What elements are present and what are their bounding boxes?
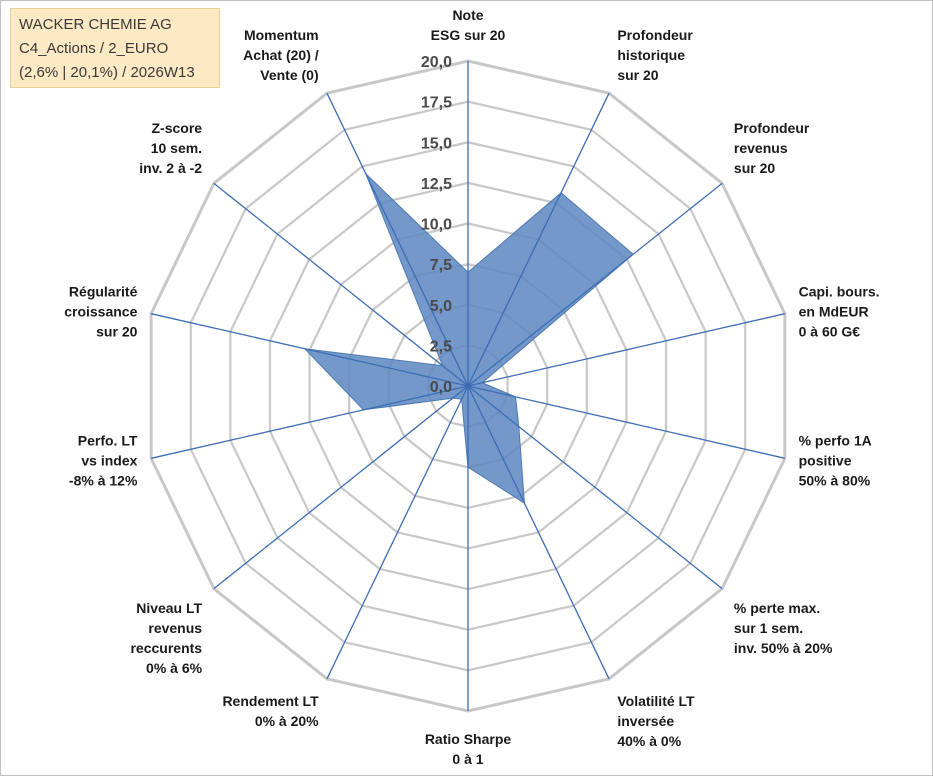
axis-spoke-4 xyxy=(467,385,785,459)
axis-label-10-line-0: Perfo. LT xyxy=(78,433,138,449)
axis-spoke-3 xyxy=(467,313,785,387)
axis-label-6-line-2: 40% à 0% xyxy=(617,733,681,749)
axis-label-10: Perfo. LT vs index -8% à 12% xyxy=(69,433,138,489)
axis-label-9-line-1: revenus xyxy=(148,620,202,636)
axis-label-4-line-0: % perfo 1A xyxy=(799,433,872,449)
axis-label-5-line-1: sur 1 sem. xyxy=(734,620,803,636)
axis-label-9-line-2: reccurents xyxy=(130,640,202,656)
axis-label-13: Momentum Achat (20) / Vente (0) xyxy=(243,27,319,83)
axis-label-1-line-1: historique xyxy=(617,47,685,63)
tick-label-5: 12,5 xyxy=(421,176,452,193)
axis-label-7: Ratio Sharpe 0 à 1 xyxy=(425,731,512,767)
axis-label-3-line-2: 0 à 60 G€ xyxy=(799,323,861,339)
axis-label-3: Capi. bours. en MdEUR 0 à 60 G€ xyxy=(799,283,880,339)
tick-label-2: 5,0 xyxy=(430,298,452,315)
axis-spoke-5 xyxy=(467,385,723,590)
axis-label-2-line-1: revenus xyxy=(734,140,788,156)
axis-label-12: Z-score 10 sem. inv. 2 à -2 xyxy=(139,120,202,176)
axis-label-3-line-0: Capi. bours. xyxy=(799,283,880,299)
axis-label-11-line-2: sur 20 xyxy=(96,323,137,339)
axis-label-1: Profondeur historique sur 20 xyxy=(617,27,693,83)
axis-label-12-line-1: 10 sem. xyxy=(151,140,202,156)
axis-label-1-line-0: Profondeur xyxy=(617,27,693,43)
axis-label-13-line-0: Momentum xyxy=(244,27,319,43)
axis-label-2-line-2: sur 20 xyxy=(734,160,775,176)
axis-label-6: Volatilité LT inversée 40% à 0% xyxy=(617,693,695,749)
tick-label-8: 20,0 xyxy=(421,54,452,71)
axis-label-4: % perfo 1A positive 50% à 80% xyxy=(799,433,872,489)
chart-title-box: WACKER CHEMIE AG C4_Actions / 2_EURO (2,… xyxy=(10,8,220,88)
axis-label-12-line-0: Z-score xyxy=(152,120,203,136)
axis-spoke-2 xyxy=(467,182,723,387)
axis-spoke-1 xyxy=(467,92,610,387)
tick-label-1: 2,5 xyxy=(430,338,452,355)
axis-label-2: Profondeur revenus sur 20 xyxy=(734,120,810,176)
axis-label-9-line-0: Niveau LT xyxy=(136,600,202,616)
axis-label-5: % perte max. sur 1 sem. inv. 50% à 20% xyxy=(734,600,833,656)
axis-label-7-line-1: 0 à 1 xyxy=(452,751,483,767)
axis-label-5-line-0: % perte max. xyxy=(734,600,820,616)
axis-label-1-line-2: sur 20 xyxy=(617,67,658,83)
axis-label-0-line-0: Note xyxy=(452,7,483,23)
axis-label-10-line-1: vs index xyxy=(81,453,137,469)
axis-label-0: Note ESG sur 20 xyxy=(431,7,506,43)
axis-label-8-line-1: 0% à 20% xyxy=(255,713,319,729)
period-label: (2,6% | 20,1%) / 2026W13 xyxy=(19,64,195,81)
axis-label-4-line-1: positive xyxy=(799,453,852,469)
axis-label-12-line-2: inv. 2 à -2 xyxy=(139,160,202,176)
tick-label-3: 7,5 xyxy=(430,257,452,274)
tick-label-7: 17,5 xyxy=(421,95,452,112)
axis-spoke-13 xyxy=(326,92,469,387)
axis-label-13-line-1: Achat (20) / xyxy=(243,47,319,63)
portfolio-category: C4_Actions / 2_EURO xyxy=(19,40,169,57)
axis-label-3-line-1: en MdEUR xyxy=(799,303,869,319)
tick-label-6: 15,0 xyxy=(421,135,452,152)
axis-label-4-line-2: 50% à 80% xyxy=(799,473,871,489)
company-name: WACKER CHEMIE AG xyxy=(19,16,172,33)
axis-label-0-line-1: ESG sur 20 xyxy=(431,27,506,43)
axis-label-6-line-0: Volatilité LT xyxy=(617,693,695,709)
axis-spoke-6 xyxy=(467,385,610,680)
axis-label-11-line-1: croissance xyxy=(64,303,137,319)
axis-label-8: Rendement LT 0% à 20% xyxy=(222,693,319,729)
tick-label-4: 10,0 xyxy=(421,217,452,234)
axis-label-13-line-2: Vente (0) xyxy=(260,67,318,83)
axis-label-2-line-0: Profondeur xyxy=(734,120,810,136)
axis-spoke-12 xyxy=(213,182,469,387)
axis-label-10-line-2: -8% à 12% xyxy=(69,473,138,489)
axis-label-9-line-3: 0% à 6% xyxy=(146,660,203,676)
axis-spoke-8 xyxy=(326,385,469,680)
axis-spoke-10 xyxy=(151,385,469,459)
axis-label-11-line-0: Régularité xyxy=(69,283,138,299)
axis-spoke-11 xyxy=(151,313,469,387)
axis-label-5-line-2: inv. 50% à 20% xyxy=(734,640,833,656)
axis-label-9: Niveau LT revenus reccurents 0% à 6% xyxy=(130,600,202,676)
tick-label-0: 0,0 xyxy=(430,379,452,396)
axis-label-7-line-0: Ratio Sharpe xyxy=(425,731,512,747)
axis-label-11: Régularité croissance sur 20 xyxy=(64,283,137,339)
axis-label-8-line-0: Rendement LT xyxy=(222,693,319,709)
axis-label-6-line-1: inversée xyxy=(617,713,674,729)
axis-spoke-9 xyxy=(213,385,469,590)
